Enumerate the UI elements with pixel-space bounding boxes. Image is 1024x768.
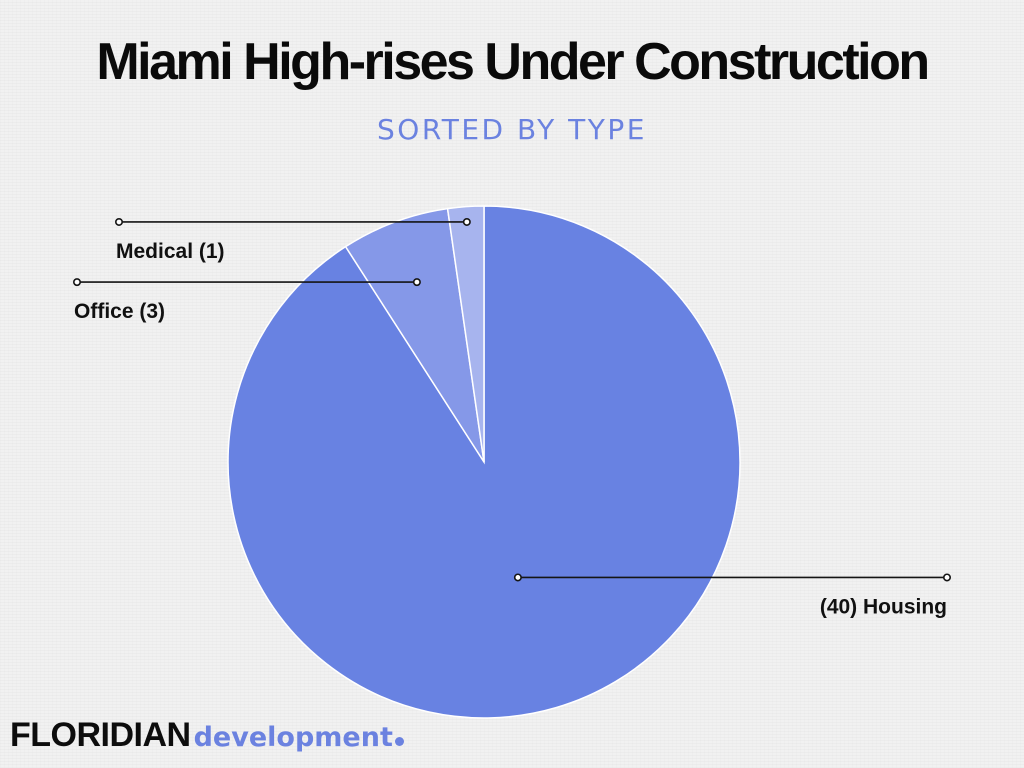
callout-end-dot-office: [73, 278, 82, 287]
pie-callouts: (40) Housing Office (3) Medical (1): [73, 217, 951, 618]
slice-label-housing: (40) Housing: [820, 595, 947, 618]
chart-subtitle: SORTED BY TYPE: [377, 113, 647, 146]
callout-medical: Medical (1): [115, 217, 471, 263]
brand-suffix: development: [193, 722, 393, 753]
callout-dot-medical: [462, 217, 471, 226]
brand-logo: FLORIDIAN development: [10, 718, 404, 752]
callout-office: Office (3): [73, 278, 421, 323]
pie-slices: [227, 205, 741, 719]
brand-dot: [394, 737, 404, 746]
callout-end-dot-housing: [942, 573, 951, 582]
chart-title: Miami High-rises Under Construction: [96, 33, 930, 91]
callout-dot-housing: [513, 573, 522, 582]
slice-label-office: Office (3): [74, 300, 165, 323]
brand-name: FLORIDIAN: [10, 716, 191, 754]
callout-housing: (40) Housing: [513, 573, 951, 618]
callout-end-dot-medical: [115, 217, 124, 226]
pie-slice-medical: [446, 205, 485, 463]
callout-dot-office: [412, 278, 421, 287]
slice-label-medical: Medical (1): [116, 240, 225, 263]
